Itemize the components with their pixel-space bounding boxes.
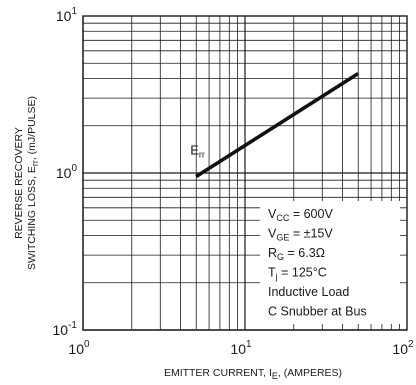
series-label-err: Err [190, 142, 205, 159]
series-line-err [195, 71, 360, 179]
condition-text: VCC = 600V [268, 207, 333, 223]
condition-text: C Snubber at Bus [268, 305, 367, 319]
x-axis-label: EMITTER CURRENT, IE, (AMPERES) [164, 367, 342, 381]
y-tick-label: 10-1 [53, 320, 78, 338]
x-tick-label: 101 [230, 339, 252, 357]
y-tick-label: 101 [56, 6, 78, 24]
condition-text: Inductive Load [268, 285, 349, 299]
x-tick-label: 100 [68, 339, 90, 357]
conditions-annotations: VCC = 600V VGE = ±15V RG = 6.3Ω Tj = 125°C I… [268, 207, 367, 319]
condition-text: Tj = 125°C [268, 266, 327, 282]
y-tick-label: 100 [56, 163, 78, 181]
plot-frame [82, 15, 408, 331]
condition-text: VGE = ±15V [268, 227, 333, 243]
condition-text: RG = 6.3Ω [268, 246, 325, 262]
conditions-box [260, 201, 400, 324]
series-group: Err [190, 71, 360, 179]
x-tick-label: 102 [392, 339, 414, 357]
y-axis-label-line1: REVERSE RECOVERY [13, 127, 25, 239]
y-axis-label-line2: SWITCHING LOSS, Err, (mJ/PULSE) [26, 96, 40, 270]
